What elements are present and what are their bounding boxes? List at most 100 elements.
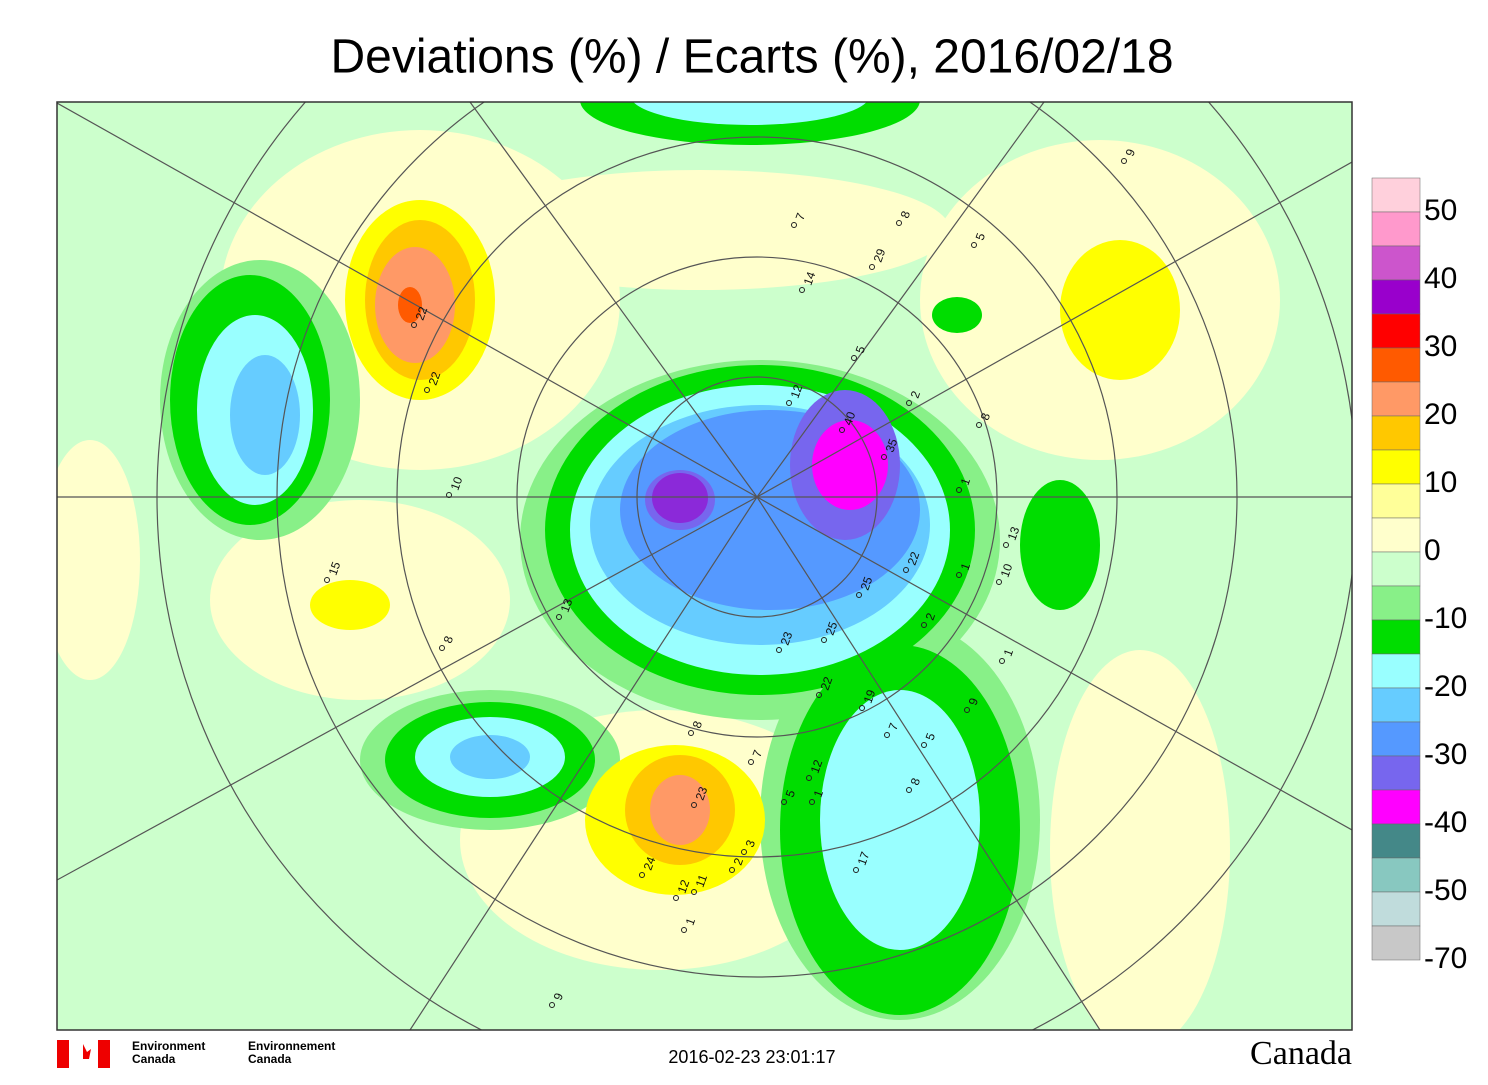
station-value: 25 — [858, 574, 876, 592]
station-dot — [816, 692, 822, 698]
station-dot — [673, 895, 679, 901]
station-dot — [884, 732, 890, 738]
station-dot — [856, 592, 862, 598]
timestamp: 2016-02-23 23:01:17 — [668, 1047, 835, 1067]
station-dot — [556, 614, 562, 620]
station-value: 1 — [958, 561, 974, 572]
legend-label: 10 — [1424, 466, 1457, 499]
station-value: 17 — [855, 849, 873, 867]
station-dot — [741, 849, 747, 855]
station-value: 9 — [966, 696, 982, 707]
station-value: 2 — [731, 856, 747, 867]
station-dot — [411, 322, 417, 328]
legend-swatch — [1371, 313, 1421, 349]
station-value: 3 — [743, 838, 759, 849]
legend-swatch — [1371, 245, 1421, 281]
station-value: 8 — [898, 209, 914, 220]
station-dot — [691, 889, 697, 895]
station-dot — [729, 867, 735, 873]
map-frame — [56, 101, 1353, 1031]
legend-swatch — [1371, 483, 1421, 519]
station-value: 25 — [823, 619, 841, 637]
station-dot — [748, 759, 754, 765]
legend-swatch — [1371, 789, 1421, 825]
station-dot — [956, 487, 962, 493]
legend-label: -10 — [1424, 602, 1467, 635]
station-dot — [903, 567, 909, 573]
station-dot — [964, 707, 970, 713]
station-dot — [324, 577, 330, 583]
station-dot — [776, 647, 782, 653]
legend-swatch — [1371, 177, 1421, 213]
station-dot — [691, 802, 697, 808]
station-value: 15 — [326, 559, 344, 577]
station-value: 22 — [426, 369, 444, 387]
legend-swatch — [1371, 551, 1421, 587]
legend-swatch — [1371, 687, 1421, 723]
station-dot — [839, 427, 845, 433]
legend-label: 50 — [1424, 194, 1457, 227]
station-value: 5 — [783, 788, 799, 799]
station-dot — [851, 355, 857, 361]
station-dot — [853, 867, 859, 873]
legend-label: 20 — [1424, 398, 1457, 431]
station-value: 7 — [750, 748, 766, 759]
station-value: 22 — [905, 549, 923, 567]
station-dot — [791, 222, 797, 228]
station-value: 8 — [978, 411, 994, 422]
station-value: 24 — [641, 854, 659, 872]
legend-swatch — [1371, 585, 1421, 621]
legend-swatch — [1371, 925, 1421, 961]
station-value: 8 — [908, 776, 924, 787]
legend-swatch — [1371, 857, 1421, 893]
station-dot — [799, 287, 805, 293]
station-value: 1 — [683, 916, 699, 927]
station-dot — [859, 705, 865, 711]
station-dot — [688, 730, 694, 736]
station-value: 2 — [923, 611, 939, 622]
station-value: 7 — [886, 721, 902, 732]
station-dot — [999, 658, 1005, 664]
station-dot — [549, 1002, 555, 1008]
station-dot — [906, 400, 912, 406]
legend-label: -50 — [1424, 874, 1467, 907]
legend-swatch — [1371, 415, 1421, 451]
station-value: 1 — [811, 788, 827, 799]
station-value: 35 — [883, 436, 901, 454]
station-value: 9 — [551, 991, 567, 1002]
station-dot — [806, 775, 812, 781]
station-dot — [921, 622, 927, 628]
map — [57, 102, 1352, 1030]
legend-label: -70 — [1424, 942, 1467, 975]
legend-label: 40 — [1424, 262, 1457, 295]
station-value: 5 — [853, 344, 869, 355]
station-value: 8 — [441, 634, 457, 645]
station-value: 22 — [818, 674, 836, 692]
station-value: 9 — [1123, 147, 1139, 158]
legend-label: 0 — [1424, 534, 1441, 567]
station-value: 29 — [871, 246, 889, 264]
agency-fr: Environnement Canada — [248, 1039, 335, 1066]
legend-swatch — [1371, 347, 1421, 383]
station-value: 7 — [793, 211, 809, 222]
station-dot — [881, 454, 887, 460]
station-dot — [869, 264, 875, 270]
station-dot — [786, 400, 792, 406]
legend-swatch — [1371, 721, 1421, 757]
legend-swatch — [1371, 211, 1421, 247]
legend-swatch — [1371, 653, 1421, 689]
legend-label: -40 — [1424, 806, 1467, 839]
legend-label: 30 — [1424, 330, 1457, 363]
legend-swatch — [1371, 517, 1421, 553]
station-value: 12 — [675, 877, 693, 895]
legend-label: -20 — [1424, 670, 1467, 703]
station-value: 10 — [448, 474, 466, 492]
station-value: 12 — [808, 757, 826, 775]
legend-swatch — [1371, 619, 1421, 655]
station-value: 19 — [861, 687, 879, 705]
station-dot — [896, 220, 902, 226]
station-value: 5 — [923, 731, 939, 742]
station-dot — [956, 572, 962, 578]
logo — [57, 1040, 110, 1068]
station-value: 1 — [1001, 647, 1017, 658]
